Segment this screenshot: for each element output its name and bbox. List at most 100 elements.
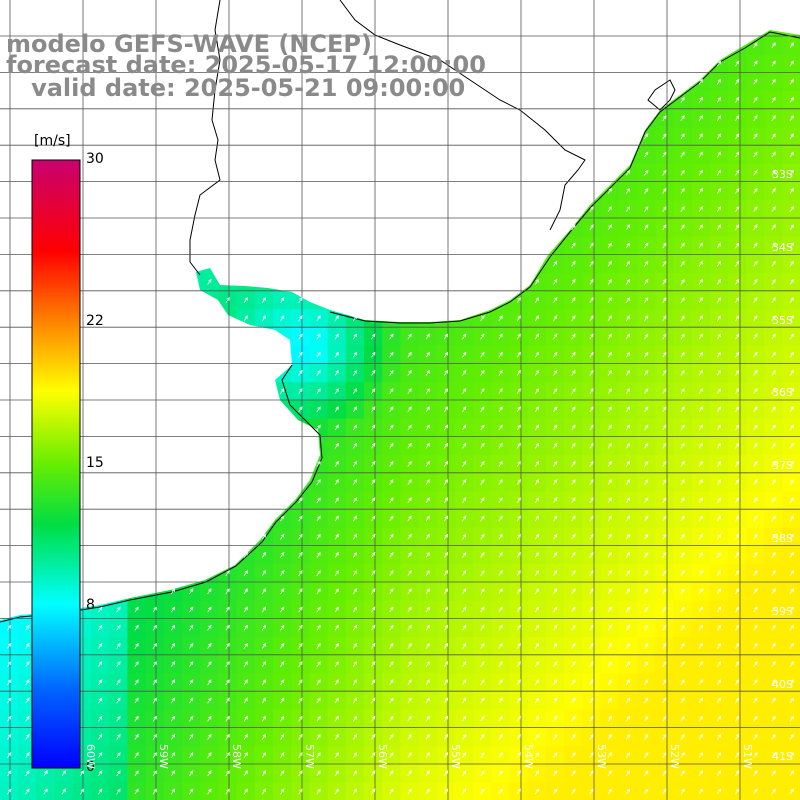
- title-forecast-date: forecast date: 2025-05-17 12:00:00: [6, 51, 486, 79]
- wind-arrow: [662, 752, 667, 759]
- wind-arrow: [443, 588, 449, 595]
- wind-arrow: [698, 551, 703, 558]
- wind-arrow: [261, 661, 267, 668]
- wind-cell: [564, 546, 583, 565]
- wind-cell: [400, 764, 420, 784]
- wind-arrow: [789, 151, 794, 158]
- wind-arrow: [553, 406, 558, 413]
- wind-arrow: [316, 752, 321, 759]
- wind-arrow: [189, 733, 194, 740]
- wind-arrow: [753, 388, 758, 395]
- wind-arrow: [753, 260, 758, 267]
- wind-arrow: [698, 479, 703, 486]
- wind-arrow: [716, 260, 722, 267]
- wind-arrow: [498, 369, 503, 376]
- wind-cell: [200, 709, 219, 729]
- wind-arrow: [134, 770, 139, 777]
- wind-cell: [400, 546, 420, 565]
- wind-arrow: [352, 606, 358, 613]
- wind-arrow: [716, 752, 722, 759]
- wind-cell: [600, 400, 620, 420]
- wind-cell: [236, 291, 256, 310]
- wind-arrow: [480, 661, 485, 668]
- wind-arrow: [498, 570, 503, 577]
- wind-arrow: [589, 297, 594, 304]
- wind-arrow: [735, 588, 740, 595]
- wind-cell: [728, 637, 747, 656]
- wind-cell: [527, 618, 547, 638]
- wind-arrow: [698, 770, 703, 777]
- wind-arrow: [462, 515, 467, 522]
- wind-cell: [436, 728, 456, 747]
- wind-arrow: [407, 624, 412, 631]
- wind-cell: [473, 564, 492, 583]
- wind-arrow: [334, 788, 339, 795]
- wind-arrow: [352, 697, 358, 704]
- wind-arrow: [152, 733, 157, 740]
- wind-cell: [600, 455, 620, 474]
- wind-cell: [182, 728, 201, 747]
- wind-arrow: [352, 515, 358, 522]
- wind-arrow: [680, 315, 685, 322]
- wind-arrow: [334, 679, 339, 686]
- wind-cell: [564, 273, 583, 292]
- wind-arrow: [516, 442, 521, 449]
- wind-cell: [764, 309, 784, 329]
- wind-arrow: [753, 333, 758, 340]
- wind-cell: [145, 600, 165, 620]
- wind-arrow: [789, 115, 794, 122]
- wind-cell: [400, 509, 420, 529]
- wind-cell: [691, 418, 711, 438]
- wind-cell: [455, 327, 474, 347]
- wind-arrow: [625, 697, 631, 704]
- wind-cell: [218, 673, 238, 693]
- wind-cell: [182, 673, 201, 693]
- wind-arrow: [243, 588, 248, 595]
- wind-arrow: [334, 624, 339, 631]
- wind-arrow: [225, 642, 230, 649]
- wind-cell: [764, 254, 784, 274]
- wind-cell: [600, 673, 620, 693]
- wind-cell: [109, 673, 128, 693]
- wind-arrow: [789, 42, 794, 49]
- wind-arrow: [553, 752, 558, 759]
- wind-cell: [637, 728, 656, 747]
- wind-arrow: [352, 661, 358, 668]
- wind-cell: [182, 655, 201, 674]
- wind-arrow: [571, 442, 576, 449]
- wind-cell: [327, 418, 347, 438]
- wind-cell: [309, 655, 329, 674]
- wind-cell: [527, 637, 547, 656]
- wind-arrow: [625, 661, 631, 668]
- wind-cell: [673, 600, 693, 620]
- wind-arrow: [716, 315, 722, 322]
- wind-cell: [655, 691, 674, 711]
- wind-cell: [728, 746, 747, 765]
- uruguay-border: [339, 0, 586, 231]
- wind-arrow: [334, 570, 339, 577]
- wind-cell: [655, 709, 674, 729]
- wind-arrow: [753, 770, 758, 777]
- wind-cell: [436, 655, 456, 674]
- wind-cell: [527, 564, 547, 583]
- wind-cell: [473, 455, 492, 474]
- wind-cell: [473, 382, 492, 401]
- wind-arrow: [261, 533, 267, 540]
- wind-cell: [509, 564, 529, 583]
- wind-arrow: [553, 460, 558, 467]
- wind-cell: [691, 254, 711, 274]
- wind-arrow: [43, 788, 48, 795]
- wind-cell: [218, 291, 238, 310]
- wind-arrow: [644, 479, 649, 486]
- wind-arrow: [462, 606, 467, 613]
- wind-arrow: [625, 278, 631, 285]
- wind-cell: [655, 218, 674, 238]
- wind-arrow: [516, 406, 521, 413]
- wind-cell: [163, 764, 183, 784]
- wind-cell: [527, 436, 547, 456]
- wind-arrow: [243, 733, 248, 740]
- wind-cell: [473, 327, 492, 347]
- wind-arrow: [152, 606, 157, 613]
- wind-arrow: [571, 369, 576, 376]
- wind-cell: [564, 764, 583, 784]
